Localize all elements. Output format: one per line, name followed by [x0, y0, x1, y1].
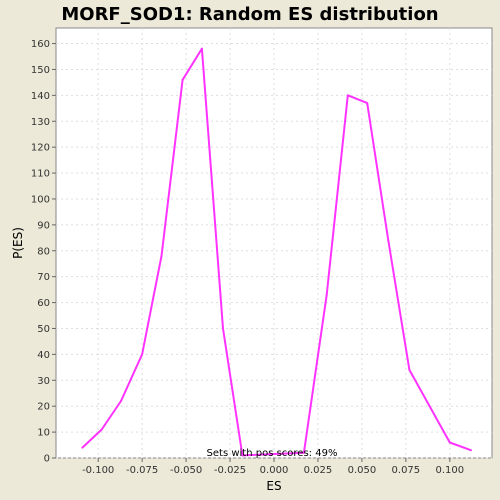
y-tick-label: 130 — [31, 117, 50, 128]
y-tick-label: 30 — [37, 376, 50, 387]
x-tick-label: -0.075 — [126, 465, 158, 476]
series-layer — [81, 47, 472, 457]
y-tick-label: 10 — [37, 428, 50, 439]
data-point — [200, 47, 203, 50]
x-tick-label: 0.050 — [348, 465, 377, 476]
x-tick-label: 0.025 — [304, 465, 333, 476]
y-tick-label: 150 — [31, 65, 50, 76]
x-tick-label: -0.100 — [82, 465, 114, 476]
y-tick-label: 20 — [37, 402, 50, 413]
x-tick-label: -0.050 — [170, 465, 202, 476]
y-tick-label: 90 — [37, 220, 50, 231]
y-tick-label: 120 — [31, 143, 50, 154]
y-tick-label: 100 — [31, 194, 50, 205]
data-point — [222, 327, 225, 330]
data-point — [448, 441, 451, 444]
axes: 0 10 20 30 40 50 60 70 80 90 100 110 120 130 140 150 160… — [31, 39, 464, 476]
y-tick-label: 40 — [37, 350, 50, 361]
data-point — [387, 239, 390, 242]
grid — [56, 28, 492, 459]
data-point — [81, 446, 84, 449]
data-point — [141, 353, 144, 356]
data-point — [408, 368, 411, 371]
y-tick-label: 70 — [37, 272, 50, 283]
data-point — [160, 254, 163, 257]
x-tick-label: 0.000 — [260, 465, 289, 476]
x-tick-label: 0.075 — [392, 465, 421, 476]
data-point — [325, 293, 328, 296]
data-point — [469, 449, 472, 452]
y-tick-label: 60 — [37, 298, 50, 309]
x-tick-label: 0.100 — [435, 465, 464, 476]
chart-title: MORF_SOD1: Random ES distribution — [61, 4, 438, 25]
data-point — [120, 400, 123, 403]
y-tick-label: 0 — [44, 454, 50, 465]
y-tick-label: 80 — [37, 246, 50, 257]
y-tick-label: 50 — [37, 324, 50, 335]
y-tick-label: 140 — [31, 91, 50, 102]
data-point — [181, 78, 184, 81]
x-axis-label: ES — [266, 479, 281, 493]
x-tick-label: -0.025 — [214, 465, 246, 476]
y-tick-label: 110 — [31, 169, 50, 180]
data-point — [100, 428, 103, 431]
y-tick-label: 160 — [31, 39, 50, 50]
data-point — [366, 102, 369, 105]
data-point — [241, 454, 244, 457]
data-point — [302, 451, 305, 454]
y-axis-label: P(ES) — [11, 227, 25, 259]
data-point — [346, 94, 349, 97]
sets-annotation: Sets with pos scores: 49% — [207, 448, 338, 459]
